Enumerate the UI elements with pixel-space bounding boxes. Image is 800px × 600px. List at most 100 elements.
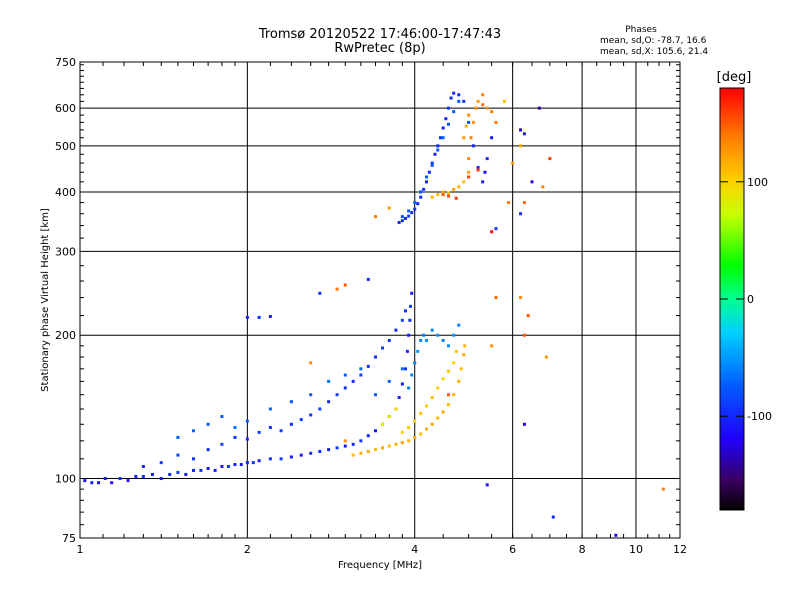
x-tick-label: 4 [411,543,418,556]
data-point [134,474,138,478]
data-point [469,136,473,140]
data-point [351,442,355,446]
data-point [454,196,458,200]
data-point [446,122,450,126]
data-point [446,191,450,195]
data-point [289,422,293,426]
y-tick-label: 500 [55,140,76,153]
data-point [366,449,370,453]
data-point [467,120,471,124]
data-point [430,328,434,332]
plot-frame [79,61,681,539]
data-point [394,407,398,411]
data-point [446,194,450,198]
data-point [380,446,384,450]
data-point [387,444,391,448]
data-point [83,479,87,483]
colorbar-ticks: 100 0 -100 [720,176,772,423]
data-point [507,201,511,205]
data-point [441,126,445,130]
data-point [159,477,163,481]
data-point [257,315,261,319]
data-point [400,382,404,386]
data-point [471,144,475,148]
data-point [441,190,445,194]
data-point [404,367,408,371]
data-point [467,157,471,161]
data-point [519,212,523,216]
data-point [462,353,466,357]
data-point [394,328,398,332]
data-point [373,215,377,219]
data-point [405,349,409,353]
data-point [199,468,203,472]
data-point [394,442,398,446]
data-point [413,207,417,211]
data-point [419,190,423,194]
data-point [454,349,458,353]
data-point [551,515,555,519]
data-point [463,344,467,348]
x-tick-label: 6 [509,543,516,556]
data-point [483,170,487,174]
data-point [400,441,404,445]
data-point [413,361,417,365]
data-point [126,479,130,483]
data-point [436,148,440,152]
data-point [419,338,423,342]
data-point [502,99,506,103]
data-point [614,533,618,537]
x-axis-label: Frequency [MHz] [338,560,422,571]
data-point [446,393,450,397]
y-tick-label: 300 [55,245,76,258]
data-point [419,411,423,415]
data-point [544,355,548,359]
data-point [268,407,272,411]
data-point [522,333,526,337]
data-point [327,448,331,452]
chart-title-line1: Tromsø 20120522 17:46:00-17:47:43 [258,27,501,42]
data-point [318,291,322,295]
data-point [413,419,417,423]
data-point [327,379,331,383]
data-point [245,315,249,319]
data-point [548,157,552,161]
data-point [408,318,412,322]
data-point [184,472,188,476]
data-point [430,163,434,167]
data-point [279,429,283,433]
grid-lines [80,62,680,538]
data-point [452,91,456,95]
data-point [425,175,429,179]
x-tick-label: 12 [673,543,687,556]
data-point [176,470,180,474]
data-point [441,338,445,342]
data-point [141,464,145,468]
data-point [309,361,313,365]
data-point [299,418,303,422]
data-point [191,457,195,461]
data-point [438,136,442,140]
data-point [400,430,404,434]
data-point [327,400,331,404]
data-point [343,373,347,377]
data-point [343,386,347,390]
data-point [233,463,237,467]
data-point [387,414,391,418]
data-point [471,120,475,124]
data-point [245,461,249,465]
data-point [441,377,445,381]
data-point [430,195,434,199]
data-point [387,338,391,342]
data-point [245,419,249,423]
data-point [476,168,480,172]
data-point [449,96,453,100]
data-point [537,106,541,110]
data-point [387,206,391,210]
data-point [279,457,283,461]
data-point [526,314,530,318]
data-point [485,106,489,110]
phases-line-x: mean, sd,X: 105.6, 21.4 [600,47,708,57]
data-point [425,404,429,408]
data-point [366,364,370,368]
